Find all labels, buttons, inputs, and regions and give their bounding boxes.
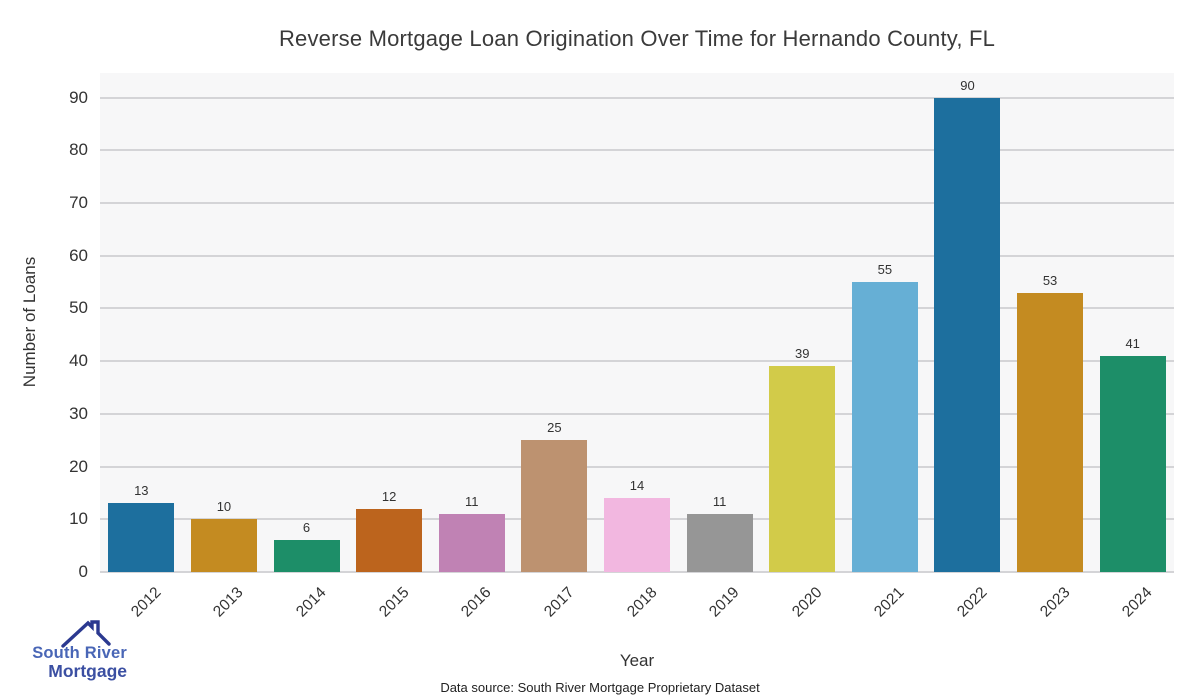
gridline bbox=[100, 465, 1174, 468]
bar-2021 bbox=[851, 282, 918, 572]
bar-value-label: 11 bbox=[712, 494, 727, 510]
gridline bbox=[100, 307, 1174, 310]
bar-value-label: 25 bbox=[547, 420, 562, 436]
bar-value-label: 10 bbox=[216, 499, 232, 515]
bar-value-label: 14 bbox=[629, 478, 645, 494]
bar-2016 bbox=[438, 514, 505, 572]
y-tick-label: 70 bbox=[69, 192, 88, 212]
bar-2013 bbox=[190, 519, 257, 572]
bar-value-label: 53 bbox=[1042, 272, 1058, 288]
bar-value-label: 39 bbox=[794, 346, 810, 362]
y-tick-label: 0 bbox=[78, 562, 88, 581]
logo-text: South River Mortgage bbox=[15, 644, 127, 682]
chart-title: Reverse Mortgage Loan Origination Over T… bbox=[278, 26, 996, 51]
plot-area: 13 10 6 12 11 25 14 11 39 55 90 53 41 bbox=[100, 73, 1174, 573]
bar-2017 bbox=[521, 440, 588, 572]
bar-value-label: 13 bbox=[134, 483, 149, 499]
bar-2012 bbox=[108, 503, 175, 572]
bar-2014 bbox=[273, 540, 340, 572]
gridline bbox=[100, 412, 1174, 415]
y-tick-label: 90 bbox=[69, 87, 88, 107]
bar-2024 bbox=[1099, 355, 1166, 572]
logo-line1: South River bbox=[32, 644, 127, 662]
bar-value-label: 6 bbox=[302, 520, 311, 536]
bar-2022 bbox=[934, 97, 1001, 572]
gridline bbox=[100, 571, 1174, 573]
gridline bbox=[100, 360, 1174, 363]
bar-2020 bbox=[769, 366, 836, 572]
gridline bbox=[100, 201, 1174, 204]
y-tick-label: 10 bbox=[69, 509, 88, 529]
y-tick-label: 60 bbox=[69, 245, 88, 265]
house-roof-icon bbox=[61, 620, 111, 648]
bar-2019 bbox=[686, 514, 753, 572]
y-tick-label: 40 bbox=[69, 351, 88, 371]
y-tick-label: 20 bbox=[69, 456, 88, 476]
bar-value-label: 11 bbox=[465, 494, 479, 510]
gridline bbox=[100, 149, 1174, 152]
x-axis-title: Year bbox=[619, 651, 655, 670]
data-source-caption: Data source: South River Mortgage Propri… bbox=[440, 680, 760, 695]
bar-value-label: 90 bbox=[960, 77, 975, 93]
gridline bbox=[100, 254, 1174, 257]
y-tick-label: 50 bbox=[69, 298, 88, 318]
bar-2023 bbox=[1017, 292, 1084, 572]
bar-value-label: 12 bbox=[381, 488, 397, 504]
bar-value-label: 41 bbox=[1125, 335, 1140, 351]
gridline bbox=[100, 96, 1174, 99]
logo-line2: Mortgage bbox=[48, 661, 127, 681]
y-tick-label: 30 bbox=[69, 403, 88, 423]
bar-value-label: 55 bbox=[877, 262, 893, 278]
bar-2018 bbox=[604, 498, 670, 572]
bar-2015 bbox=[356, 508, 423, 572]
y-tick-label: 80 bbox=[69, 140, 88, 160]
